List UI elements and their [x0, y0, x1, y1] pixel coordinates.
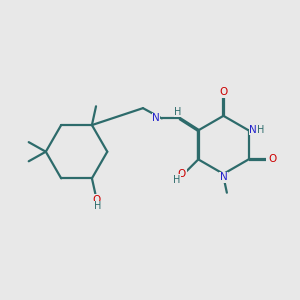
Text: O: O [178, 169, 186, 179]
Text: H: H [94, 201, 102, 212]
Text: O: O [92, 195, 100, 205]
Text: O: O [219, 87, 228, 97]
Text: N: N [152, 113, 160, 123]
Text: H: H [173, 175, 181, 185]
Text: N: N [220, 172, 227, 182]
Text: H: H [257, 125, 265, 135]
Text: N: N [249, 125, 257, 135]
Text: H: H [174, 106, 182, 117]
Text: O: O [268, 154, 276, 164]
